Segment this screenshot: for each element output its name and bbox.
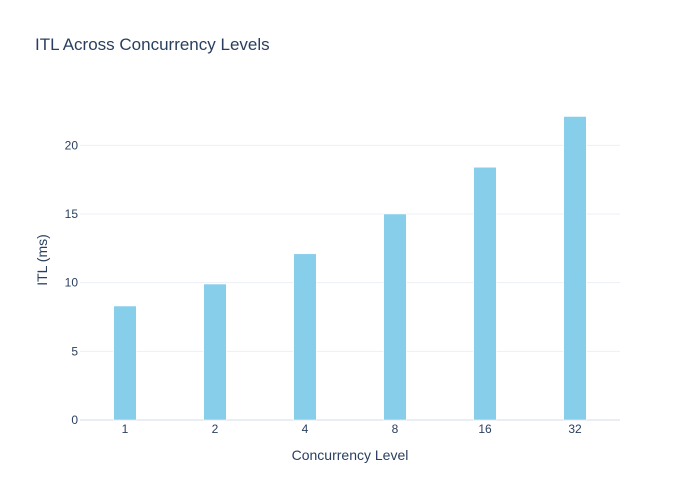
y-axis-title: ITL (ms) <box>34 234 50 286</box>
y-tick-label: 5 <box>71 344 78 358</box>
x-tick-label: 4 <box>302 422 309 436</box>
bar-2 <box>203 283 227 421</box>
bar-16 <box>473 167 497 421</box>
gridlines <box>80 144 620 421</box>
y-tick-label: 15 <box>65 207 79 221</box>
x-tick-labels: 1 2 4 8 16 32 <box>122 422 582 436</box>
y-tick-labels: 0 5 10 15 20 <box>65 138 79 427</box>
bar-32 <box>563 116 587 421</box>
y-tick-label: 0 <box>71 413 78 427</box>
y-tick-label: 20 <box>65 138 79 152</box>
y-tick-label: 10 <box>65 276 79 290</box>
bars <box>113 116 587 421</box>
x-tick-label: 8 <box>392 422 399 436</box>
x-tick-label: 2 <box>212 422 219 436</box>
x-tick-label: 16 <box>478 422 492 436</box>
bar-1 <box>113 305 137 421</box>
x-axis-title: Concurrency Level <box>292 447 409 463</box>
bar-8 <box>383 213 407 421</box>
chart-title: ITL Across Concurrency Levels <box>35 35 270 54</box>
x-tick-label: 32 <box>568 422 582 436</box>
x-tick-label: 1 <box>122 422 129 436</box>
bar-4 <box>293 253 317 421</box>
